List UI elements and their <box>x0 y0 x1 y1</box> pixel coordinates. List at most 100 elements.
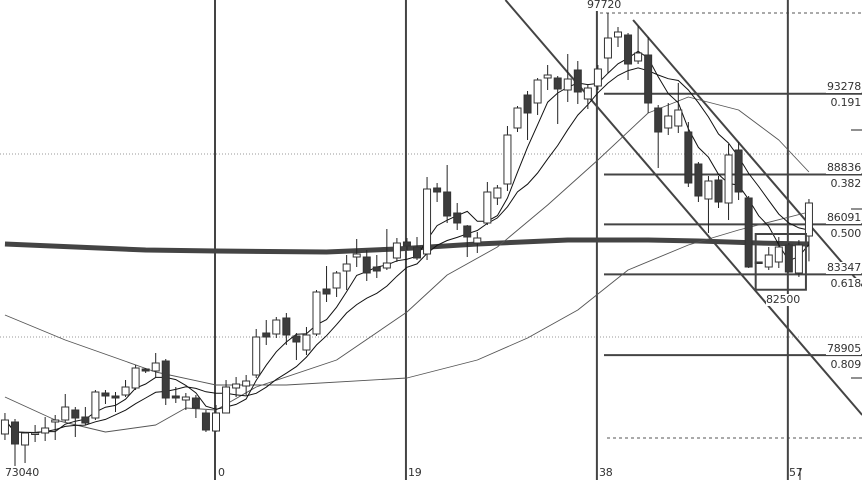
candle <box>232 377 241 397</box>
candle-body-down <box>141 368 150 372</box>
candle <box>131 365 140 390</box>
candle <box>764 247 773 270</box>
candle-body-down <box>322 288 331 295</box>
candle-body-up <box>724 154 733 204</box>
x-tick-label: 19 <box>408 466 422 479</box>
candle-body-up <box>0 419 9 435</box>
candle <box>372 255 381 278</box>
candle <box>563 54 572 102</box>
candle-body-up <box>533 79 542 104</box>
candle-body-down <box>372 266 381 272</box>
candle-body-up <box>181 396 190 401</box>
candle-body-up <box>222 386 231 414</box>
fib-level-ratio: 0.809 <box>829 358 861 371</box>
candle <box>523 91 532 140</box>
candle-body-up <box>21 432 30 446</box>
fib-level-price: 78905 <box>826 342 861 355</box>
candle-body-up <box>473 237 482 244</box>
candle-body-up <box>674 109 683 127</box>
candle-body-down <box>71 409 80 419</box>
x-tick-label: 0 <box>218 466 225 479</box>
candle-body-up <box>31 432 40 435</box>
candle <box>804 199 813 262</box>
candle-body-up <box>302 334 311 351</box>
candle <box>774 237 783 268</box>
candle-body-up <box>583 87 592 100</box>
candle <box>161 359 170 405</box>
candle <box>362 250 371 281</box>
candle <box>654 105 663 168</box>
candle <box>724 144 733 220</box>
candle-body-up <box>352 253 361 258</box>
fib-level-price: 93278 <box>826 80 861 93</box>
candle <box>433 183 442 202</box>
candle <box>583 85 592 109</box>
candle-body-up <box>493 187 502 199</box>
candle <box>292 333 301 360</box>
candle <box>513 106 522 132</box>
candle <box>302 327 311 355</box>
candle-body-up <box>61 406 70 421</box>
candle-body-up <box>131 367 140 389</box>
candle <box>734 142 743 200</box>
candle <box>624 33 633 80</box>
candle-body-down <box>262 332 271 338</box>
candle-body-up <box>242 380 251 387</box>
candle-body-down <box>362 256 371 274</box>
candle <box>322 266 331 302</box>
candle <box>61 394 70 422</box>
candle <box>91 390 100 420</box>
candle-body-up <box>252 336 261 376</box>
candle-body-up <box>543 74 552 79</box>
candle <box>21 432 30 463</box>
candle-body-down <box>201 412 210 431</box>
fib-level-price: 86091 <box>826 211 861 224</box>
candle-body-up <box>794 244 803 274</box>
x-tick-label: 57 <box>789 466 803 479</box>
candle <box>603 13 612 73</box>
candle-body-down <box>734 149 743 193</box>
candle-body-up <box>563 78 572 91</box>
fib-level-ratio: 0.500 <box>829 227 861 240</box>
candle <box>222 380 231 414</box>
fib-level-price: 88836 <box>826 161 861 174</box>
candle-body-up <box>804 202 813 237</box>
candle-body-up <box>382 262 391 269</box>
candle-body-down <box>784 244 793 273</box>
candle <box>392 238 401 262</box>
candle <box>101 390 110 404</box>
candle <box>382 229 391 270</box>
candle-body-up <box>704 180 713 200</box>
candle <box>463 225 472 257</box>
candle-body-down <box>413 246 421 259</box>
candle <box>71 407 80 437</box>
candle-body-up <box>423 188 432 255</box>
candle-body-down <box>292 335 301 343</box>
candle-body-up <box>51 419 60 423</box>
candle-body-down <box>171 395 180 399</box>
candle <box>503 126 512 191</box>
candle-body-down <box>523 94 532 114</box>
channel-trendline <box>632 19 862 287</box>
fib-level-price: 83347 <box>826 261 861 274</box>
candle <box>423 177 432 260</box>
candle <box>553 76 562 124</box>
candle <box>312 290 321 336</box>
candle <box>533 78 542 115</box>
candle-body-down <box>463 225 472 238</box>
fib-level-ratio: 0.618 <box>829 277 861 290</box>
candle-body-up <box>312 291 321 335</box>
candle <box>111 392 120 412</box>
candle <box>402 238 411 250</box>
candle-body-down <box>443 191 452 217</box>
high-price-label: 97720 <box>587 0 621 11</box>
candle-body-up <box>603 37 612 59</box>
candle-body-up <box>614 31 622 38</box>
candle <box>31 425 40 442</box>
candle <box>714 176 723 208</box>
candle <box>252 329 261 378</box>
candle-body-down <box>684 131 693 184</box>
candle-body-up <box>232 383 241 389</box>
candle-body-up <box>121 386 130 396</box>
